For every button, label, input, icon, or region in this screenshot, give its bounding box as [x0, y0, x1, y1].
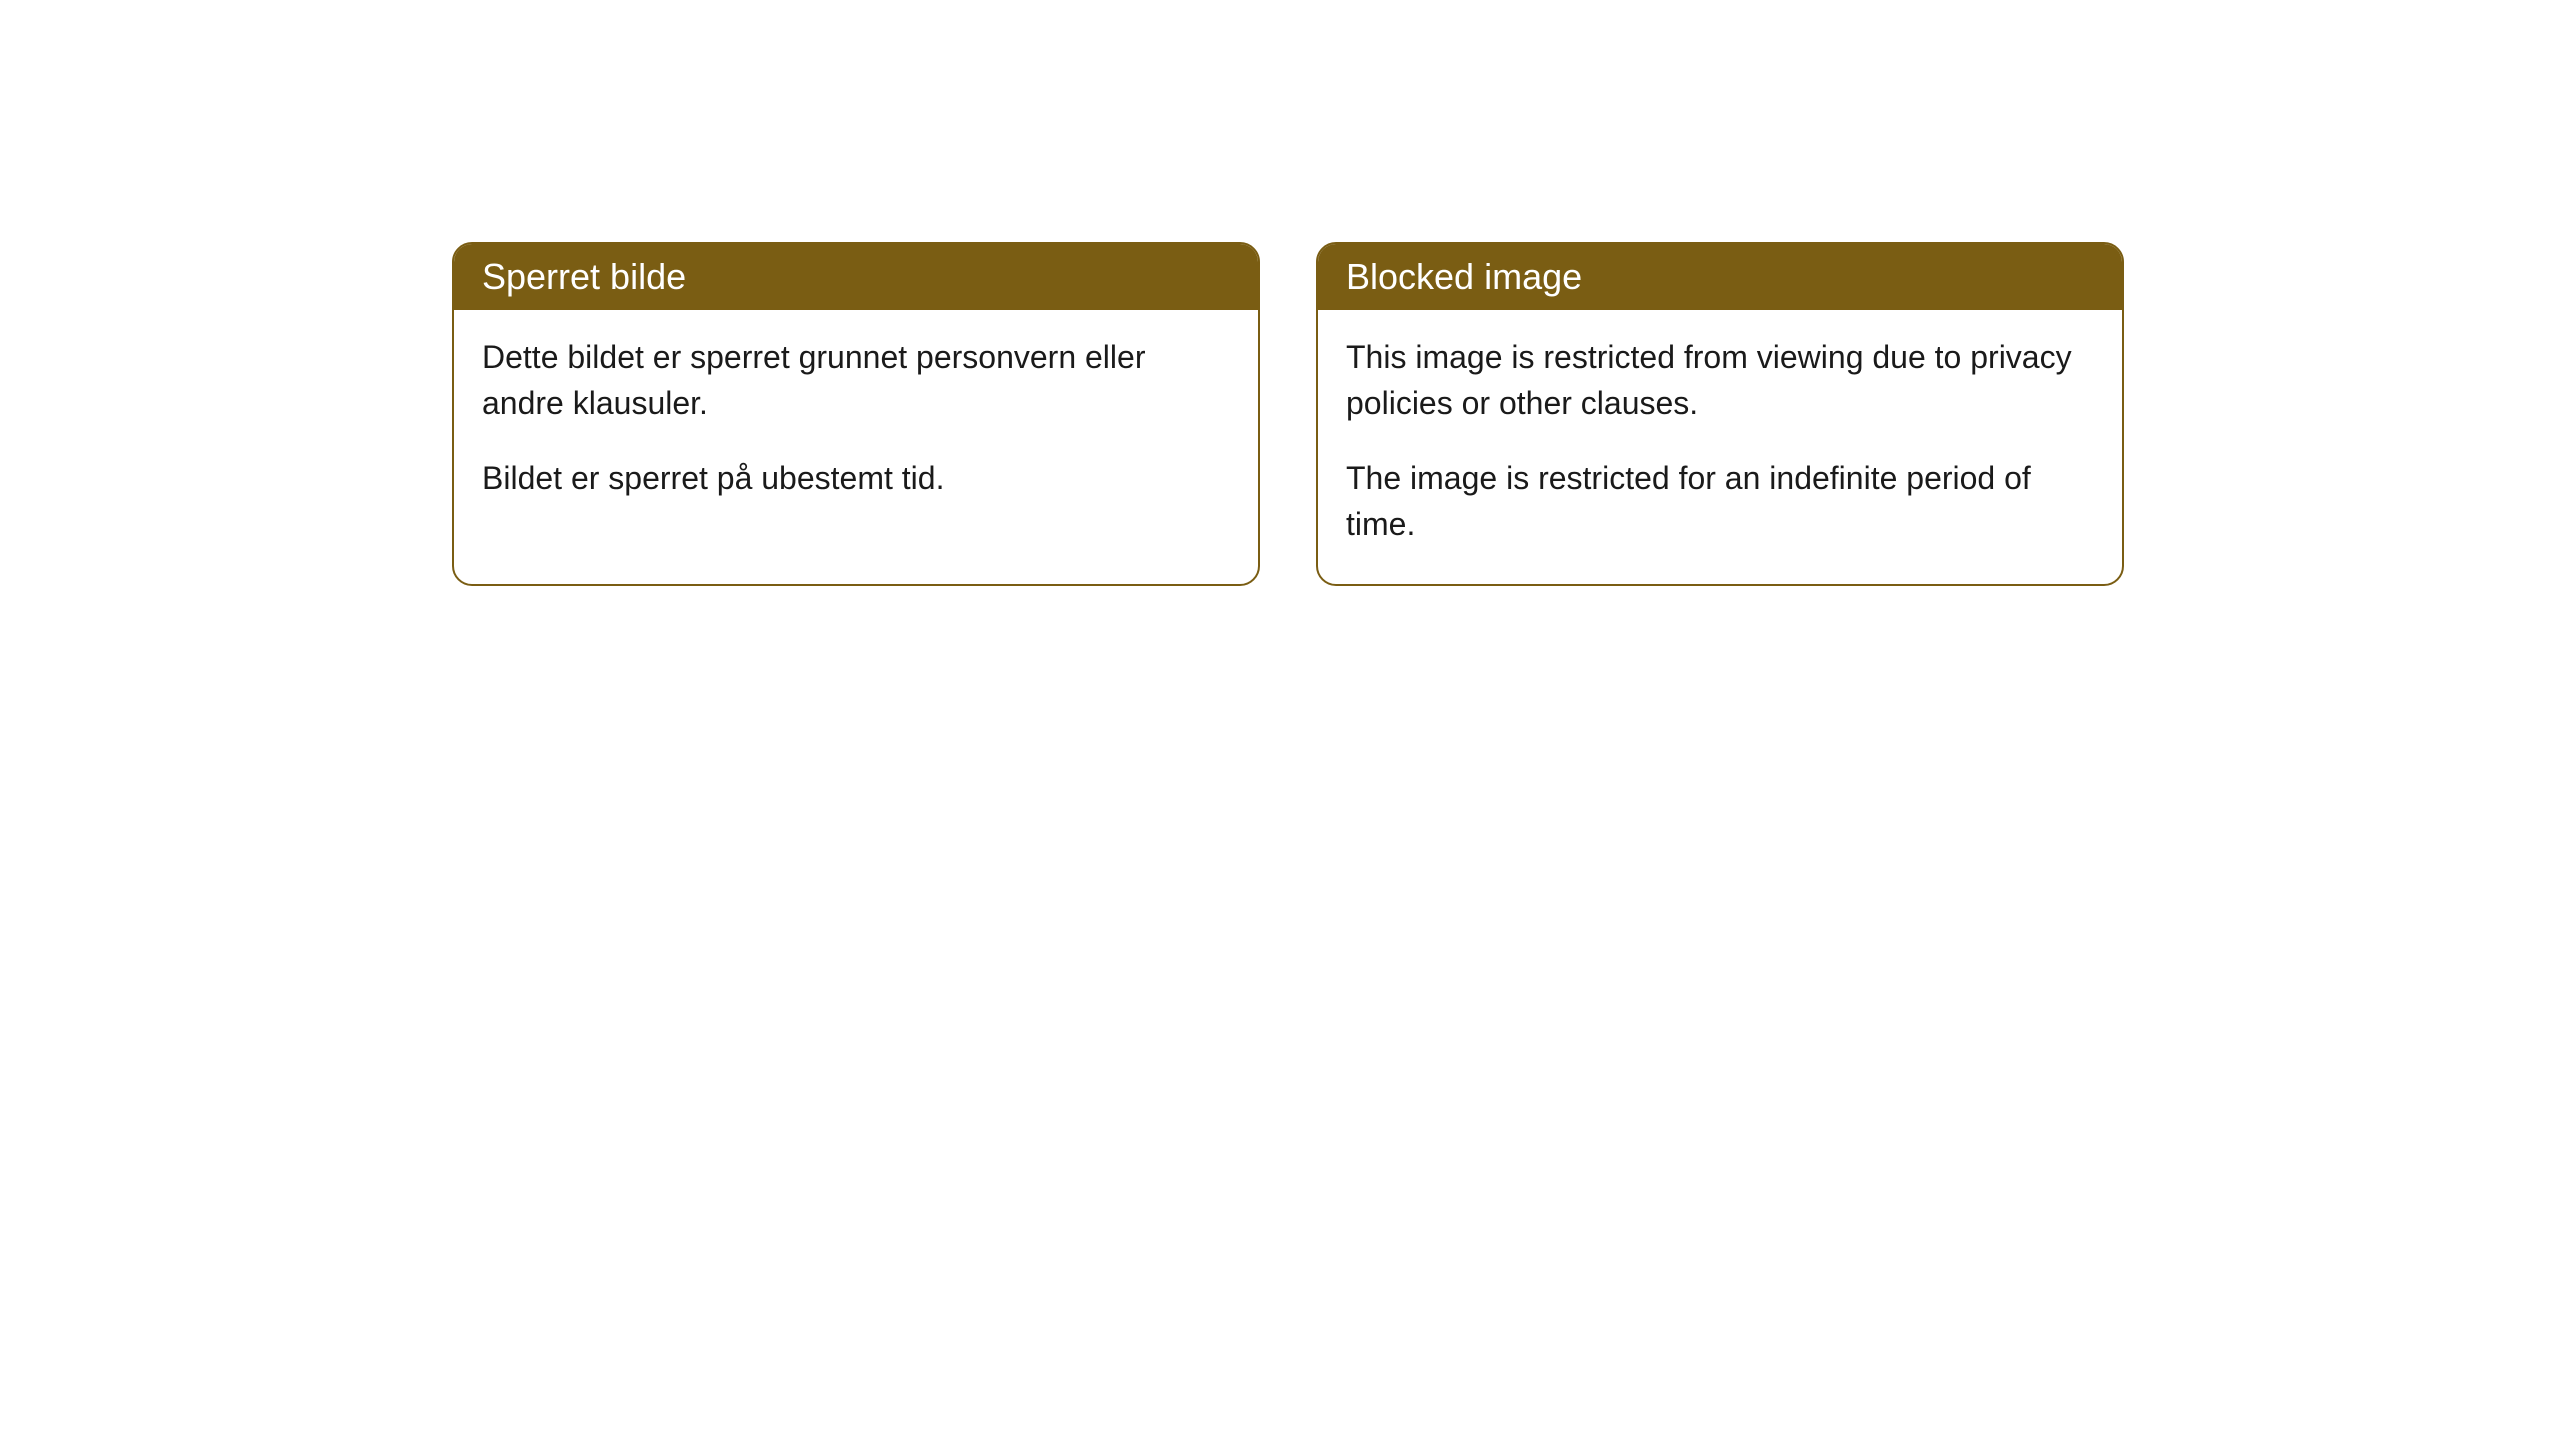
notice-card-norwegian: Sperret bilde Dette bildet er sperret gr… [452, 242, 1260, 586]
card-paragraph-1: This image is restricted from viewing du… [1346, 334, 2094, 427]
card-body-english: This image is restricted from viewing du… [1318, 310, 2122, 584]
card-header-english: Blocked image [1318, 244, 2122, 310]
card-title: Blocked image [1346, 256, 1582, 297]
card-title: Sperret bilde [482, 256, 686, 297]
notice-cards-container: Sperret bilde Dette bildet er sperret gr… [452, 242, 2124, 586]
card-paragraph-2: The image is restricted for an indefinit… [1346, 455, 2094, 548]
card-paragraph-2: Bildet er sperret på ubestemt tid. [482, 455, 1230, 501]
card-paragraph-1: Dette bildet er sperret grunnet personve… [482, 334, 1230, 427]
card-header-norwegian: Sperret bilde [454, 244, 1258, 310]
card-body-norwegian: Dette bildet er sperret grunnet personve… [454, 310, 1258, 537]
notice-card-english: Blocked image This image is restricted f… [1316, 242, 2124, 586]
